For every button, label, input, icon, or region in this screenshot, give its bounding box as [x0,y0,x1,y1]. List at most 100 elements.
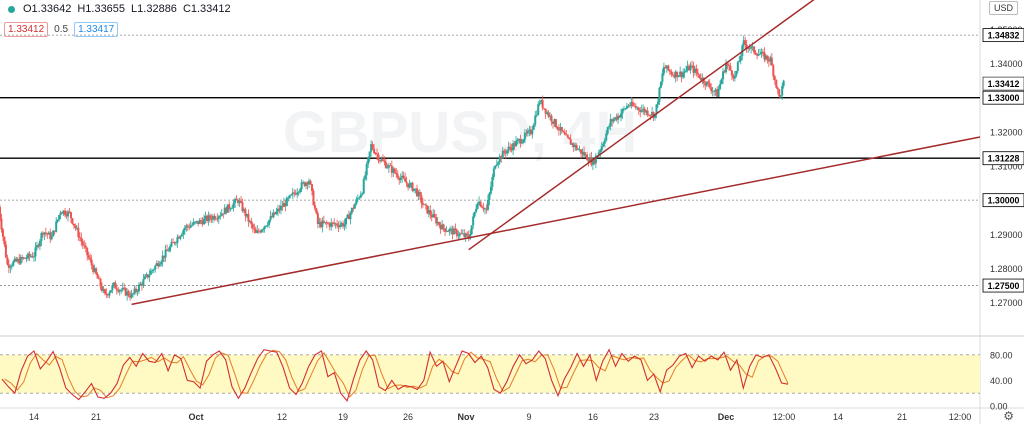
candle-body [475,208,478,213]
time-tick-label: 23 [649,412,659,422]
candle-body [154,265,157,270]
candle-body [680,71,683,78]
candle-body [226,204,229,213]
candle-body [247,213,250,222]
candle-body [605,133,608,141]
indicator-legend[interactable]: 1.33412 0.5 1.33417 [4,22,119,37]
candle-body [466,233,469,236]
candle-body [707,81,710,84]
candle-body [534,115,537,125]
candle-body [290,194,293,196]
candle-body [33,256,35,258]
candle-body [723,71,726,73]
currency-button[interactable]: USD [988,1,1018,15]
candle-body [690,65,693,67]
candle-body [52,230,55,237]
candle-body [343,224,346,227]
candle-body [757,54,760,56]
candle-body [648,115,651,116]
candle-body [640,110,643,112]
candle-body [322,220,325,223]
candle-body [483,208,486,210]
candle-body [300,182,303,190]
candle-body [84,245,87,248]
candle-body [489,186,492,194]
candle-body [445,231,448,232]
candle-body [319,222,322,228]
candle-body [481,206,484,208]
candle-body [240,201,243,203]
candle-body [608,126,611,128]
price-tick-label: 1.32000 [990,127,1023,137]
candle-body [137,284,140,292]
candle-body [67,211,70,217]
gear-icon[interactable]: ⚙ [1003,409,1014,423]
candle-body [584,154,587,156]
candle-body [182,230,185,235]
candle-body [729,65,732,71]
candle-body [767,59,770,62]
candle-body [460,233,463,235]
candle-body [108,292,111,296]
candle-body [693,68,696,73]
candle-body [615,117,618,120]
candle-body [645,110,648,113]
candle-body [257,230,260,232]
candle-body [353,204,356,209]
candle-body [503,150,506,153]
candle-body [399,177,402,181]
price-tick-label: 1.28000 [990,264,1023,274]
candle-body [764,55,767,60]
candle-body [171,242,174,243]
candle-body [27,253,30,259]
candle-body [649,115,652,116]
price-tick-label: 1.31000 [990,162,1023,172]
candle-body [661,73,664,82]
candle-body [560,127,563,132]
candle-body [118,290,121,292]
candle-body [713,90,716,92]
candle-body [701,77,704,81]
candle-body [365,164,368,176]
candle-body [670,71,673,75]
candle-body [418,192,421,196]
candle-body [37,244,40,247]
candle-body [228,204,231,210]
candle-body [364,175,367,180]
trendline [131,136,981,306]
trendlines[interactable] [131,0,981,306]
candle-body [618,115,621,118]
candle-body [507,146,510,151]
candle-body [495,164,498,166]
candle-body [312,190,315,206]
candle-body [334,223,337,225]
time-tick-label: Nov [457,412,474,422]
candle-body [702,77,705,84]
stochastic-pane [0,348,980,403]
candle-body [333,222,336,225]
candle-body [455,229,458,236]
candle-body [210,218,213,220]
candle-body [717,88,720,97]
candle-body [197,220,200,224]
candle-body [275,211,278,215]
candle-body [262,228,265,230]
candle-body [77,227,80,238]
candle-body [732,75,735,79]
price-tick-label: 1.27000 [990,298,1023,308]
candle-body [359,194,362,198]
candle-body [735,70,738,76]
candle-body [46,233,49,235]
candle-body [347,214,350,220]
candle-body [775,79,778,88]
candle-body [631,101,634,106]
candle-body [299,189,302,192]
candle-body [688,65,691,71]
candle-body [393,168,396,173]
candle-body [72,223,75,226]
stochastic-d-line [4,349,789,399]
candle-body [621,109,624,114]
candle-body [776,87,779,90]
price-label-box [982,278,1024,293]
